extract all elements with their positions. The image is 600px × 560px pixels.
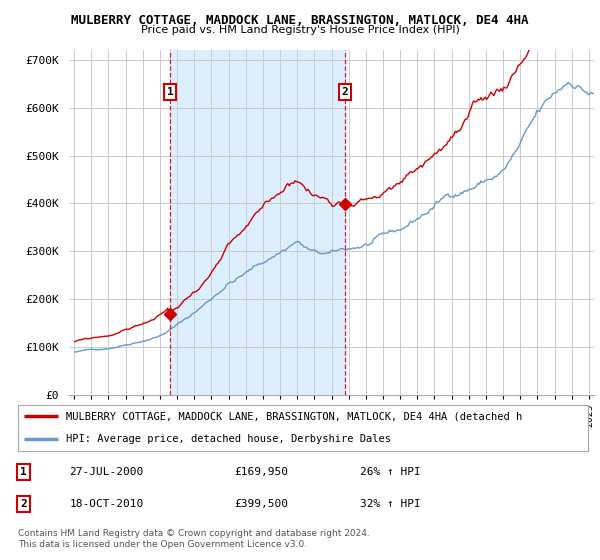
Text: 1: 1: [20, 467, 27, 477]
Bar: [170, 50, 345, 395]
Text: 32% ↑ HPI: 32% ↑ HPI: [360, 499, 421, 509]
Text: 2: 2: [341, 87, 349, 97]
Text: MULBERRY COTTAGE, MADDOCK LANE, BRASSINGTON, MATLOCK, DE4 4HA (detached h: MULBERRY COTTAGE, MADDOCK LANE, BRASSING…: [67, 412, 523, 421]
Text: MULBERRY COTTAGE, MADDOCK LANE, BRASSINGTON, MATLOCK, DE4 4HA: MULBERRY COTTAGE, MADDOCK LANE, BRASSING…: [71, 14, 529, 27]
Text: 26% ↑ HPI: 26% ↑ HPI: [360, 467, 421, 477]
Text: 2: 2: [20, 499, 27, 509]
Text: Contains HM Land Registry data © Crown copyright and database right 2024.
This d: Contains HM Land Registry data © Crown c…: [18, 529, 370, 549]
Text: 27-JUL-2000: 27-JUL-2000: [70, 467, 143, 477]
Text: 1: 1: [167, 87, 173, 97]
Text: £399,500: £399,500: [235, 499, 289, 509]
Text: 18-OCT-2010: 18-OCT-2010: [70, 499, 143, 509]
Text: HPI: Average price, detached house, Derbyshire Dales: HPI: Average price, detached house, Derb…: [67, 435, 391, 444]
Text: Price paid vs. HM Land Registry's House Price Index (HPI): Price paid vs. HM Land Registry's House …: [140, 25, 460, 35]
Text: £169,950: £169,950: [235, 467, 289, 477]
